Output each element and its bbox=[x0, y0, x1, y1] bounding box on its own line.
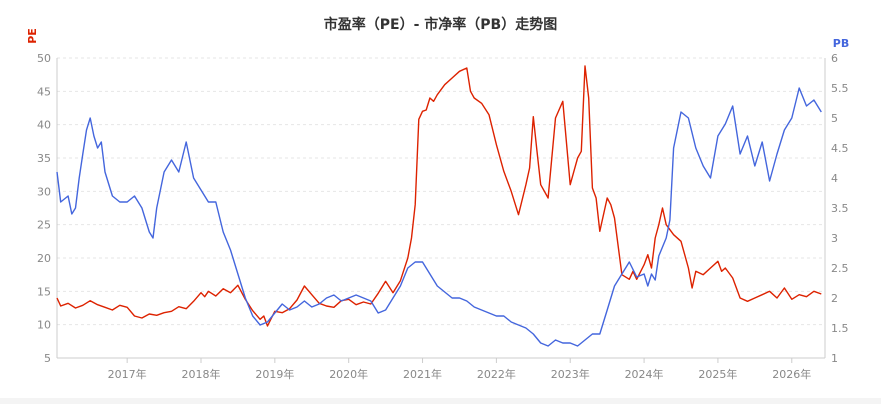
axes-layer bbox=[56, 58, 826, 363]
left-tick-label: 5 bbox=[44, 352, 51, 365]
x-tick-label: 2023年 bbox=[551, 367, 590, 381]
x-tick-label: 2018年 bbox=[182, 367, 221, 381]
x-tick-label: 2017年 bbox=[108, 367, 147, 381]
series-layer bbox=[56, 65, 822, 347]
left-axis-title: PE bbox=[26, 28, 39, 44]
left-tick-label: 20 bbox=[37, 252, 51, 265]
left-tick-label: 10 bbox=[37, 319, 51, 332]
right-tick-label: 2.5 bbox=[831, 262, 849, 275]
x-tick-label: 2026年 bbox=[772, 367, 811, 381]
bottom-strip bbox=[0, 398, 881, 404]
left-tick-label: 35 bbox=[37, 152, 51, 165]
grid-layer bbox=[57, 57, 825, 326]
x-tick-label: 2022年 bbox=[477, 367, 516, 381]
x-tick-label: 2020年 bbox=[329, 367, 368, 381]
left-tick-label: 40 bbox=[37, 119, 51, 132]
right-tick-label: 6 bbox=[831, 52, 838, 65]
right-tick-label: 1 bbox=[831, 352, 838, 365]
labels-layer: 5 10 15 20 25 30 35 40 45 50 1 1.5 2 2.5 3 3.5 4 4.5 5 5.5 6… bbox=[26, 28, 849, 381]
x-tick-label: 2025年 bbox=[698, 367, 737, 381]
pb-series-line bbox=[56, 87, 822, 347]
left-tick-label: 30 bbox=[37, 185, 51, 198]
left-tick-label: 50 bbox=[37, 52, 51, 65]
right-tick-label: 4.5 bbox=[831, 142, 849, 155]
x-tick-label: 2019年 bbox=[255, 367, 294, 381]
right-tick-label: 3 bbox=[831, 232, 838, 245]
right-tick-label: 5.5 bbox=[831, 82, 849, 95]
x-tick-label: 2021年 bbox=[403, 367, 442, 381]
right-tick-label: 3.5 bbox=[831, 202, 849, 215]
pe-series-line bbox=[56, 65, 822, 327]
right-tick-label: 1.5 bbox=[831, 322, 849, 335]
x-tick-label: 2024年 bbox=[625, 367, 664, 381]
left-tick-label: 25 bbox=[37, 219, 51, 232]
right-axis-title: PB bbox=[833, 37, 849, 50]
left-tick-label: 15 bbox=[37, 285, 51, 298]
chart-title: 市盈率（PE）- 市净率（PB）走势图 bbox=[323, 17, 558, 33]
right-tick-label: 2 bbox=[831, 292, 838, 305]
right-tick-label: 5 bbox=[831, 112, 838, 125]
left-tick-label: 45 bbox=[37, 85, 51, 98]
right-tick-label: 4 bbox=[831, 172, 838, 185]
